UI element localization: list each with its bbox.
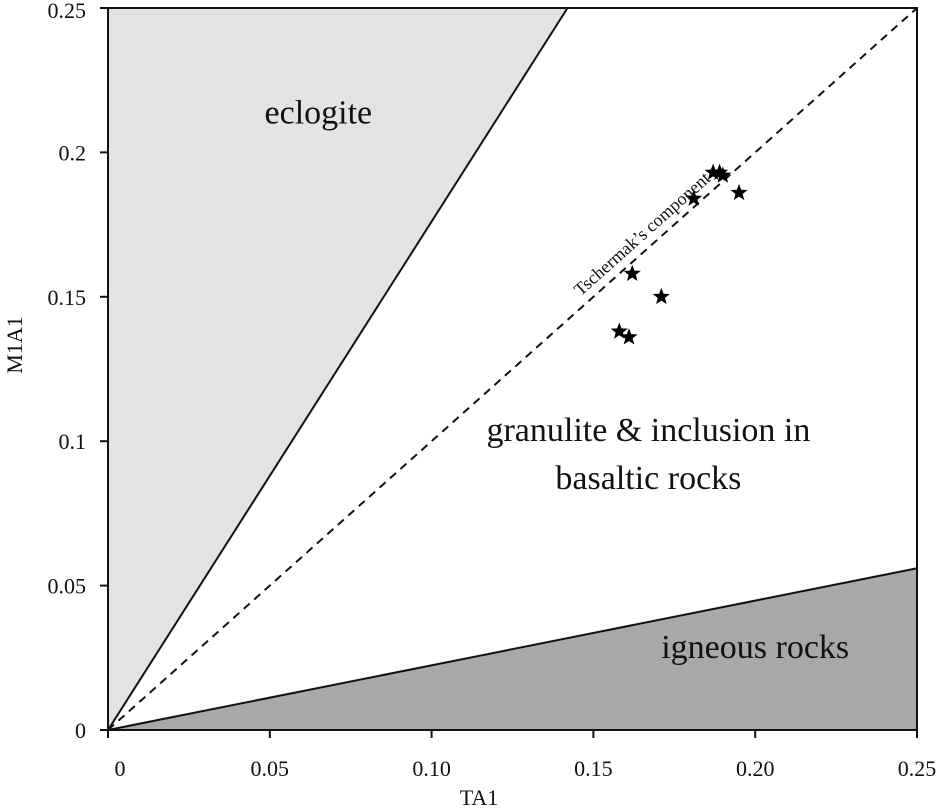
tschermak-line-label: Tschermak’s component [570,168,714,300]
data-point-star [620,328,638,345]
data-point-star [623,264,641,281]
x-tick-label: 0.10 [412,756,451,781]
region-label: igneous rocks [661,629,849,666]
x-tick-label: 0.20 [736,756,775,781]
data-point-star [685,189,703,206]
x-tick-label: 0.15 [574,756,613,781]
boundary-line [107,7,569,731]
y-tick-label: 0 [75,718,86,743]
tschermak-reference-line [107,7,918,731]
data-point-star [652,287,670,305]
data-point-star [704,163,722,180]
x-axis-title: TA1 [460,785,499,810]
y-tick-label: 0.1 [59,429,87,454]
region-label: eclogite [265,95,373,132]
y-axis-title: M1A1 [2,316,27,373]
lines-layer [107,7,918,731]
y-tick-label: 0.25 [48,0,87,23]
boundary-line [107,567,918,731]
y-axis-ticks: 0 0.05 0.1 0.15 0.2 0.25 [48,0,108,743]
x-axis-ticks: 0 0.05 0.10 0.15 0.20 0.25 [107,730,937,781]
region-label: granulite & inclusion in [486,412,810,449]
y-tick-label: 0.05 [48,574,87,599]
y-tick-label: 0.2 [59,140,87,165]
region-label: basaltic rocks [555,460,741,497]
x-tick-label: 0.25 [898,756,937,781]
y-tick-label: 0.15 [48,285,87,310]
data-points [610,163,748,345]
data-point-star [730,183,748,201]
plot-frame [107,7,918,731]
data-point-star [711,163,729,180]
data-point-star [610,322,628,339]
x-tick-label: 0.05 [251,756,290,781]
data-point-star [714,166,732,183]
x-tick-label: 0 [115,756,126,781]
